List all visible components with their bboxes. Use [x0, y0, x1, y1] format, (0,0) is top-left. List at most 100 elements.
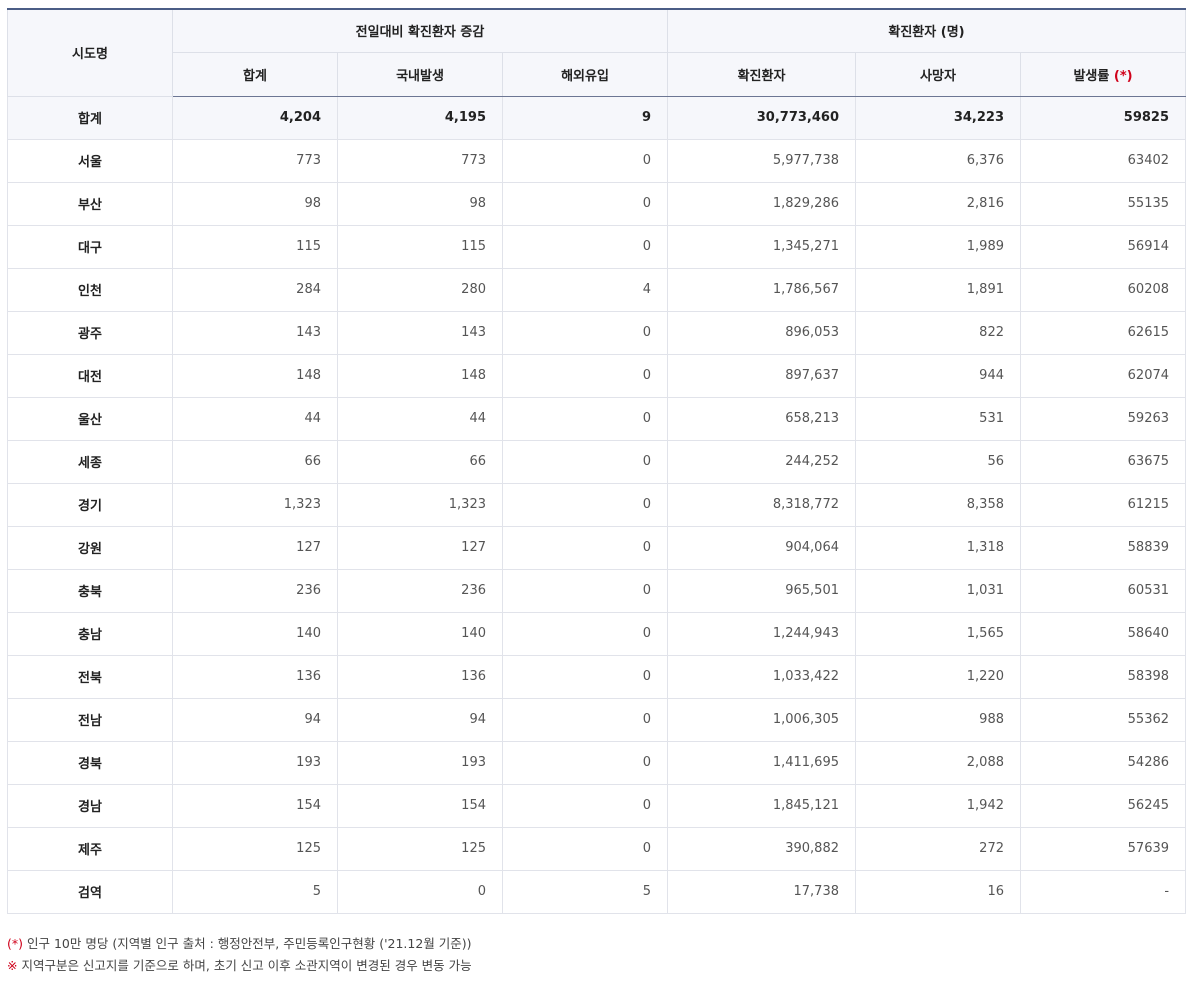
cell-region: 울산 — [7, 396, 173, 441]
table-row-total: 합계 4,204 4,195 9 30,773,460 34,223 59825 — [7, 95, 1187, 140]
cell-domestic: 143 — [337, 310, 503, 355]
cell-total: 127 — [172, 525, 338, 570]
cell-total: 140 — [172, 611, 338, 656]
cell-region: 제주 — [7, 826, 173, 871]
cell-confirmed: 1,006,305 — [667, 697, 856, 742]
table-row: 서울 773 773 0 5,977,738 6,376 63402 — [7, 138, 1187, 183]
cell-total: 154 — [172, 783, 338, 828]
cell-confirmed: 1,845,121 — [667, 783, 856, 828]
footnote-region-text: 지역구분은 신고지를 기준으로 하며, 초기 신고 이후 소관지역이 변경된 경… — [17, 958, 472, 973]
cell-region: 경북 — [7, 740, 173, 785]
cell-deaths: 1,031 — [855, 568, 1021, 613]
cell-deaths: 1,989 — [855, 224, 1021, 269]
cell-domestic: 193 — [337, 740, 503, 785]
cell-total: 98 — [172, 181, 338, 226]
cell-deaths: 2,088 — [855, 740, 1021, 785]
cell-domestic: 773 — [337, 138, 503, 183]
table-row: 충북 236 236 0 965,501 1,031 60531 — [7, 568, 1187, 613]
cell-region: 충남 — [7, 611, 173, 656]
table-row: 경남 154 154 0 1,845,121 1,942 56245 — [7, 783, 1187, 828]
cell-confirmed: 30,773,460 — [667, 95, 856, 140]
cell-confirmed: 17,738 — [667, 869, 856, 914]
cell-domestic: 1,323 — [337, 482, 503, 527]
cell-total: 284 — [172, 267, 338, 312]
cell-confirmed: 896,053 — [667, 310, 856, 355]
cell-overseas: 0 — [502, 697, 668, 742]
cell-region: 전남 — [7, 697, 173, 742]
table-row: 제주 125 125 0 390,882 272 57639 — [7, 826, 1187, 871]
cell-rate: 55362 — [1019, 697, 1187, 742]
cell-rate: 56245 — [1019, 783, 1187, 828]
cell-domestic: 236 — [337, 568, 503, 613]
footnotes: (*) 인구 10만 명당 (지역별 인구 출처 : 행정안전부, 주민등록인구… — [7, 933, 472, 977]
cell-deaths: 1,942 — [855, 783, 1021, 828]
cell-rate: 60208 — [1019, 267, 1187, 312]
cell-rate: - — [1019, 869, 1187, 914]
cell-domestic: 136 — [337, 654, 503, 699]
cell-confirmed: 904,064 — [667, 525, 856, 570]
cell-region: 충북 — [7, 568, 173, 613]
cell-confirmed: 8,318,772 — [667, 482, 856, 527]
cell-total: 4,204 — [172, 95, 338, 140]
footnote-population-text: 인구 10만 명당 (지역별 인구 출처 : 행정안전부, 주민등록인구현황 (… — [23, 936, 472, 951]
cell-total: 236 — [172, 568, 338, 613]
footnote-mark-star: (*) — [7, 936, 24, 951]
header-cum-rate-label: 발생률 — [1073, 68, 1110, 84]
cell-deaths: 822 — [855, 310, 1021, 355]
covid-region-table: 시도명 전일대비 확진환자 증감 확진환자 (명) 합계 국내발생 해외유입 확… — [7, 8, 1187, 914]
cell-overseas: 0 — [502, 826, 668, 871]
cell-confirmed: 390,882 — [667, 826, 856, 871]
cell-rate: 54286 — [1019, 740, 1187, 785]
cell-total: 193 — [172, 740, 338, 785]
footnote-region: ※ 지역구분은 신고지를 기준으로 하며, 초기 신고 이후 소관지역이 변경된… — [7, 955, 472, 977]
cell-deaths: 16 — [855, 869, 1021, 914]
header-cum-confirmed: 확진환자 — [667, 51, 856, 97]
table-row: 검역 5 0 5 17,738 16- — [7, 869, 1187, 914]
cell-total: 1,323 — [172, 482, 338, 527]
cell-domestic: 280 — [337, 267, 503, 312]
cell-rate: 63402 — [1019, 138, 1187, 183]
cell-rate: 56914 — [1019, 224, 1187, 269]
cell-region: 경기 — [7, 482, 173, 527]
cell-confirmed: 244,252 — [667, 439, 856, 484]
cell-region: 검역 — [7, 869, 173, 914]
cell-overseas: 0 — [502, 568, 668, 613]
cell-overseas: 0 — [502, 611, 668, 656]
cell-domestic: 98 — [337, 181, 503, 226]
cell-rate: 62074 — [1019, 353, 1187, 398]
cell-total: 136 — [172, 654, 338, 699]
cell-confirmed: 1,829,286 — [667, 181, 856, 226]
cell-total: 773 — [172, 138, 338, 183]
cell-region: 서울 — [7, 138, 173, 183]
cell-domestic: 0 — [337, 869, 503, 914]
header-daily-total: 합계 — [172, 51, 338, 97]
cell-rate: 59825 — [1019, 95, 1187, 140]
cell-deaths: 988 — [855, 697, 1021, 742]
cell-total: 94 — [172, 697, 338, 742]
cell-deaths: 1,220 — [855, 654, 1021, 699]
cell-overseas: 0 — [502, 439, 668, 484]
cell-region: 부산 — [7, 181, 173, 226]
cell-overseas: 0 — [502, 181, 668, 226]
cell-deaths: 56 — [855, 439, 1021, 484]
table-row: 경북 193 193 0 1,411,695 2,088 54286 — [7, 740, 1187, 785]
covid-region-table-container: 시도명 전일대비 확진환자 증감 확진환자 (명) 합계 국내발생 해외유입 확… — [7, 8, 1187, 914]
header-cum-rate: 발생률 (*) — [1019, 51, 1187, 97]
cell-total: 66 — [172, 439, 338, 484]
table-row: 세종 66 66 0 244,252 56 63675 — [7, 439, 1187, 484]
table-row: 전남 94 94 0 1,006,305 988 55362 — [7, 697, 1187, 742]
cell-rate: 62615 — [1019, 310, 1187, 355]
cell-overseas: 0 — [502, 482, 668, 527]
cell-confirmed: 1,786,567 — [667, 267, 856, 312]
cell-rate: 58839 — [1019, 525, 1187, 570]
cell-rate: 58640 — [1019, 611, 1187, 656]
cell-rate: 57639 — [1019, 826, 1187, 871]
cell-domestic: 94 — [337, 697, 503, 742]
cell-overseas: 5 — [502, 869, 668, 914]
cell-region: 대구 — [7, 224, 173, 269]
cell-deaths: 531 — [855, 396, 1021, 441]
cell-overseas: 9 — [502, 95, 668, 140]
footnote-population: (*) 인구 10만 명당 (지역별 인구 출처 : 행정안전부, 주민등록인구… — [7, 933, 472, 955]
table-row: 대구 115 115 0 1,345,271 1,989 56914 — [7, 224, 1187, 269]
cell-confirmed: 658,213 — [667, 396, 856, 441]
